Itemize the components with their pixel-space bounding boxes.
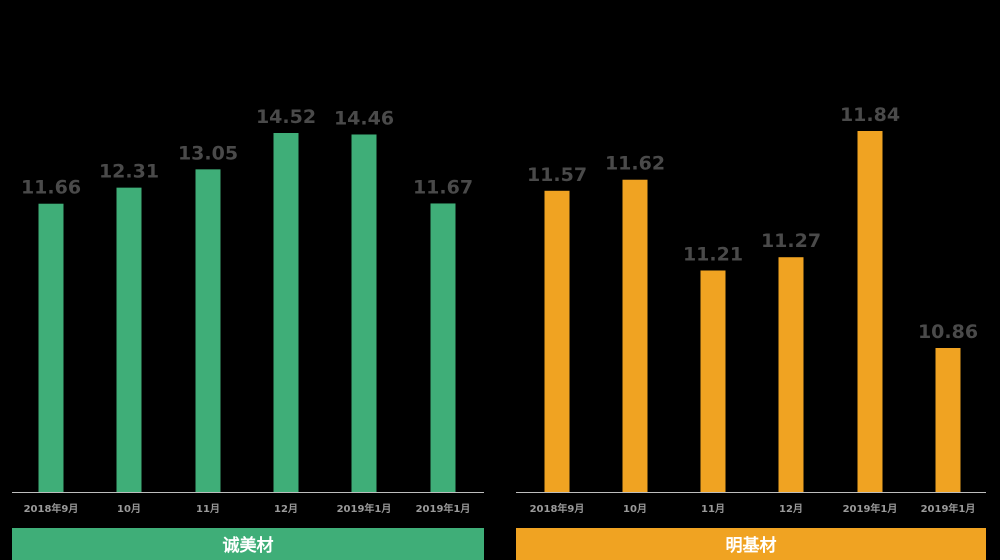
x-tick-label: 2019年1月 xyxy=(921,502,976,515)
x-tick-label: 2018年9月 xyxy=(530,502,585,515)
x-tick-label: 11月 xyxy=(196,503,220,515)
data-label: 14.52 xyxy=(256,106,316,128)
data-label: 11.57 xyxy=(527,164,587,186)
chart-title: 诚美材 xyxy=(223,535,274,556)
bar xyxy=(544,190,570,493)
data-label: 11.62 xyxy=(605,153,665,175)
bar xyxy=(38,203,64,492)
data-label: 12.31 xyxy=(99,161,159,183)
bar xyxy=(935,348,961,492)
data-label: 14.46 xyxy=(334,107,394,129)
x-tick-label: 2019年1月 xyxy=(416,502,471,515)
bar xyxy=(195,169,221,493)
title-banner xyxy=(516,528,986,560)
x-tick-label: 2019年1月 xyxy=(843,502,898,515)
chart-panel-2: 11.57 2018年9月 11.62 10月 11.21 11月 11.27 12月 11.8… xyxy=(516,104,986,560)
x-tick-label: 10月 xyxy=(117,503,141,515)
bar xyxy=(778,257,804,492)
x-tick-label: 2019年1月 xyxy=(337,502,392,515)
data-label: 11.84 xyxy=(840,104,900,126)
x-tick-label: 2018年9月 xyxy=(24,502,79,515)
chart-title: 明基材 xyxy=(726,535,777,556)
chart-panel-1: 11.66 2018年9月 12.31 10月 13.05 11月 14.52 12月 14.4… xyxy=(12,106,484,560)
x-tick-label: 12月 xyxy=(779,503,803,515)
data-label: 11.27 xyxy=(761,230,821,252)
bar xyxy=(857,131,883,492)
x-tick-label: 12月 xyxy=(274,503,298,515)
x-tick-label: 10月 xyxy=(623,503,647,515)
x-tick-label: 11月 xyxy=(701,503,725,515)
bar xyxy=(273,133,299,492)
bar xyxy=(116,187,142,493)
data-label: 11.66 xyxy=(21,177,81,199)
bar xyxy=(351,134,377,493)
data-label: 11.67 xyxy=(413,176,473,198)
data-label: 10.86 xyxy=(918,321,978,343)
title-banner xyxy=(12,528,484,560)
data-label: 13.05 xyxy=(178,142,238,164)
bar xyxy=(430,203,456,492)
data-label: 11.21 xyxy=(683,244,743,266)
bar xyxy=(700,270,726,492)
bar xyxy=(622,179,648,492)
